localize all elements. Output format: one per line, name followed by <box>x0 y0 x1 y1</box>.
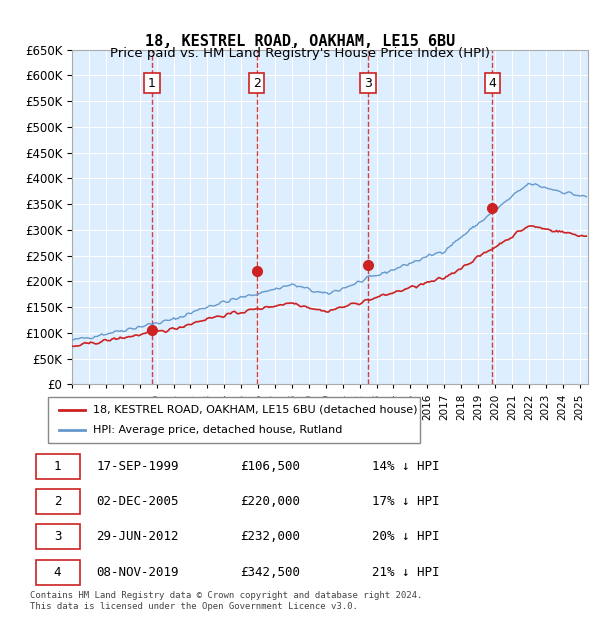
Text: £220,000: £220,000 <box>240 495 300 508</box>
Text: 17-SEP-1999: 17-SEP-1999 <box>96 460 179 472</box>
Text: HPI: Average price, detached house, Rutland: HPI: Average price, detached house, Rutl… <box>92 425 342 435</box>
Text: Price paid vs. HM Land Registry's House Price Index (HPI): Price paid vs. HM Land Registry's House … <box>110 46 490 60</box>
Text: 2: 2 <box>253 77 260 89</box>
Text: £232,000: £232,000 <box>240 530 300 543</box>
FancyBboxPatch shape <box>48 397 420 443</box>
Text: 14% ↓ HPI: 14% ↓ HPI <box>372 460 440 472</box>
Text: £106,500: £106,500 <box>240 460 300 472</box>
Text: 3: 3 <box>54 530 61 543</box>
FancyBboxPatch shape <box>35 560 80 585</box>
Text: £342,500: £342,500 <box>240 565 300 578</box>
Text: 4: 4 <box>54 565 61 578</box>
Text: 4: 4 <box>488 77 496 89</box>
Text: 3: 3 <box>364 77 372 89</box>
Text: 08-NOV-2019: 08-NOV-2019 <box>96 565 179 578</box>
Text: 21% ↓ HPI: 21% ↓ HPI <box>372 565 440 578</box>
Text: 18, KESTREL ROAD, OAKHAM, LE15 6BU: 18, KESTREL ROAD, OAKHAM, LE15 6BU <box>145 34 455 49</box>
FancyBboxPatch shape <box>35 489 80 514</box>
Text: 1: 1 <box>54 460 61 472</box>
Text: 18, KESTREL ROAD, OAKHAM, LE15 6BU (detached house): 18, KESTREL ROAD, OAKHAM, LE15 6BU (deta… <box>92 405 417 415</box>
Text: 20% ↓ HPI: 20% ↓ HPI <box>372 530 440 543</box>
FancyBboxPatch shape <box>35 525 80 549</box>
Text: 1: 1 <box>148 77 156 89</box>
Text: Contains HM Land Registry data © Crown copyright and database right 2024.
This d: Contains HM Land Registry data © Crown c… <box>30 591 422 611</box>
Text: 2: 2 <box>54 495 61 508</box>
Text: 02-DEC-2005: 02-DEC-2005 <box>96 495 179 508</box>
Text: 29-JUN-2012: 29-JUN-2012 <box>96 530 179 543</box>
Text: 17% ↓ HPI: 17% ↓ HPI <box>372 495 440 508</box>
FancyBboxPatch shape <box>35 454 80 479</box>
